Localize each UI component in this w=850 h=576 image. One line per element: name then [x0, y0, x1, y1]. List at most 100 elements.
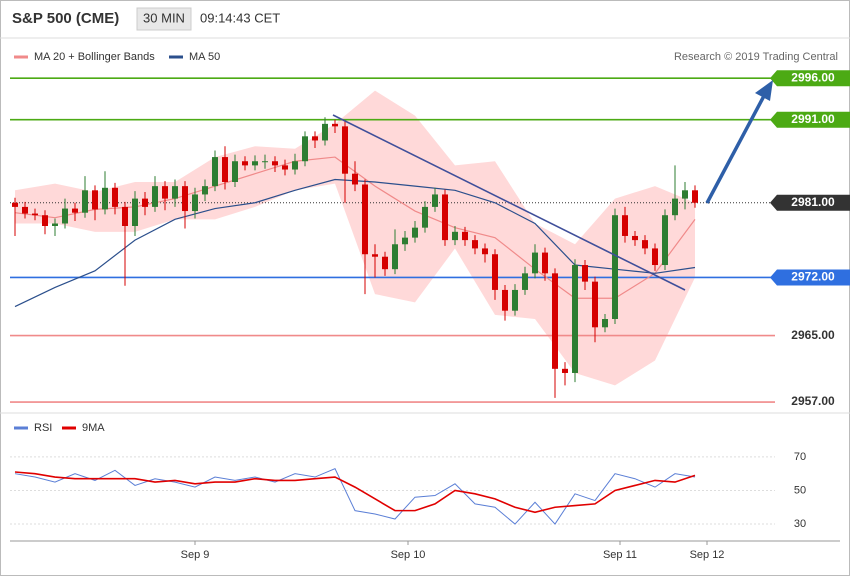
candle-body: [632, 235, 638, 241]
candle-body: [12, 202, 18, 207]
candle-body: [62, 208, 68, 224]
interval: 30 MIN: [143, 10, 185, 25]
candle-body: [582, 265, 588, 282]
level-label-box: [770, 111, 850, 128]
candle-body: [312, 136, 318, 141]
candle-body: [442, 194, 448, 241]
candle-body: [692, 190, 698, 203]
x-tick-label: Sep 9: [181, 549, 210, 561]
candle-body: [322, 123, 328, 141]
candle-body: [152, 186, 158, 207]
x-tick-label: Sep 11: [603, 549, 637, 561]
candle-body: [402, 237, 408, 245]
legend-label: 9MA: [82, 422, 105, 434]
candle-body: [222, 157, 228, 182]
interval-box: [136, 7, 192, 31]
candle-body: [162, 186, 168, 199]
candle-body: [132, 198, 138, 226]
level-label: 2957.00: [791, 394, 835, 408]
candle-body: [522, 273, 528, 290]
candle-body: [482, 248, 488, 255]
candle-body: [272, 161, 278, 166]
forecast-arrowhead: [755, 80, 773, 101]
legend-label: MA 50: [189, 51, 220, 63]
y-tick-label: 30: [794, 518, 806, 530]
candle-body: [52, 223, 58, 226]
candle-body: [372, 254, 378, 257]
x-tick-label: Sep 12: [690, 549, 725, 561]
candle-body: [232, 161, 238, 182]
candle-body: [282, 165, 288, 170]
level-label: 2981.00: [791, 195, 835, 209]
candle-body: [572, 265, 578, 373]
legend-label: MA 20 + Bollinger Bands: [34, 51, 155, 63]
candle-body: [462, 231, 468, 241]
trend-line: [332, 114, 686, 291]
level-label-box: [770, 70, 850, 87]
candle-body: [192, 194, 198, 212]
candle-body: [512, 289, 518, 311]
candle-body: [472, 240, 478, 249]
forecast-arrow: [705, 93, 767, 204]
candle-body: [412, 227, 418, 238]
candle-body: [102, 187, 108, 210]
candle-body: [502, 289, 508, 311]
candle-body: [202, 186, 208, 195]
candle-body: [92, 190, 98, 210]
candle-body: [392, 244, 398, 270]
candle-body: [172, 186, 178, 199]
candle-body: [342, 126, 348, 174]
level-label: 2965.00: [791, 328, 835, 342]
candle-body: [212, 157, 218, 187]
candle-body: [182, 186, 188, 212]
candle-body: [432, 194, 438, 207]
candle-body: [142, 198, 148, 207]
candle-body: [22, 206, 28, 214]
candle-body: [652, 248, 658, 266]
candle-body: [562, 368, 568, 373]
legend-label: RSI: [34, 422, 52, 434]
level-label: 2972.00: [791, 270, 835, 284]
x-tick-label: Sep 10: [391, 549, 426, 561]
candle-body: [622, 215, 628, 236]
candle-body: [682, 190, 688, 199]
candle-body: [592, 281, 598, 328]
candle-body: [32, 213, 38, 216]
candle-body: [42, 215, 48, 226]
level-label: 2996.00: [791, 70, 835, 84]
header-title: S&P 500 (CME): [12, 10, 119, 27]
candle-body: [452, 231, 458, 241]
candle-body: [82, 190, 88, 213]
candle-body: [552, 273, 558, 369]
candle-body: [532, 252, 538, 274]
candle-body: [302, 136, 308, 162]
candle-body: [422, 206, 428, 228]
candle-body: [602, 319, 608, 328]
y-tick-label: 50: [794, 484, 806, 496]
candle-body: [242, 161, 248, 166]
level-label-box: [770, 269, 850, 286]
candle-body: [642, 240, 648, 249]
candle-body: [112, 187, 118, 207]
rsi-line: [14, 471, 696, 514]
candle-body: [672, 198, 678, 216]
candle-body: [262, 161, 268, 163]
time: 09:14:43 CET: [200, 10, 280, 25]
candle-body: [122, 206, 128, 226]
bollinger-band: [15, 90, 695, 386]
candle-body: [252, 161, 258, 166]
level-label-box: [770, 194, 850, 211]
rsi-line: [14, 468, 696, 525]
candle-body: [662, 215, 668, 266]
candle-body: [492, 254, 498, 290]
candle-body: [382, 256, 388, 270]
candle-body: [542, 252, 548, 274]
candle-body: [292, 161, 298, 170]
copyright: Research © 2019 Trading Central: [674, 51, 838, 63]
y-tick-label: 70: [794, 451, 806, 463]
candle-body: [72, 208, 78, 213]
candle-body: [352, 173, 358, 185]
level-label: 2991.00: [791, 112, 835, 126]
candle-body: [332, 123, 338, 127]
